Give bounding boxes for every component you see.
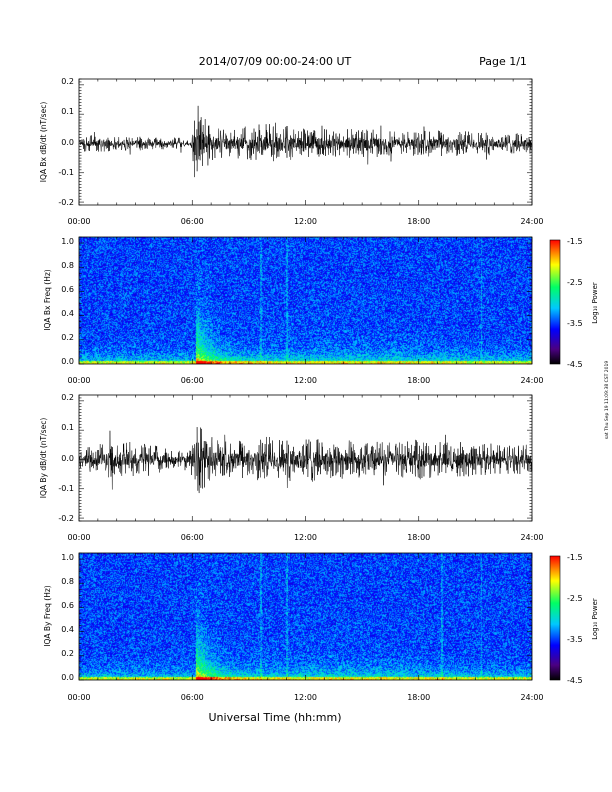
colorbar-bx-tick-1.5: -1.5	[567, 237, 583, 246]
bx-dbdt-ytick-0.0: 0.0	[61, 138, 74, 147]
bx-dbdt-xtick-18: 18:00	[407, 217, 430, 226]
colorbar-bx-tick-2.5: -2.5	[567, 278, 583, 287]
figure-title: 2014/07/09 00:00-24:00 UT	[199, 55, 352, 68]
bx-dbdt-trace	[78, 105, 533, 178]
bx-dbdt-ytick-0.1: 0.1	[61, 107, 74, 116]
bx-freq-ytick-1.0: 1.0	[61, 237, 74, 246]
by-dbdt-xtick-00: 00:00	[67, 533, 90, 542]
colorbar-by-ramp	[549, 555, 561, 681]
page-indicator: Page 1/1	[479, 55, 527, 68]
by-freq-xtick-00: 00:00	[67, 693, 90, 702]
bx-freq-xtick-06: 06:00	[181, 376, 204, 385]
colorbar-bx-ramp	[549, 239, 561, 365]
by-freq-ytick-0.8: 0.8	[61, 577, 74, 586]
by-dbdt-ytick-0.1: 0.1	[61, 423, 74, 432]
by-freq-ytick-0.4: 0.4	[61, 625, 74, 634]
dbdt-series-line	[78, 427, 533, 494]
by-dbdt-xtick-12: 12:00	[294, 533, 317, 542]
bx-dbdt-ytick-0.2: 0.2	[61, 77, 74, 86]
by-dbdt-xtick-06: 06:00	[181, 533, 204, 542]
by-dbdt-ticks	[78, 394, 533, 522]
bx-dbdt-xtick-06: 06:00	[181, 217, 204, 226]
bx-dbdt-xtick-00: 00:00	[67, 217, 90, 226]
bx-freq-xtick-00: 00:00	[67, 376, 90, 385]
colorbar-by-tick-1.5: -1.5	[567, 553, 583, 562]
bx-dbdt-xtick-24: 24:00	[520, 217, 543, 226]
by-dbdt-ylabel: IQA By dB/dt (nT/sec)	[39, 418, 48, 499]
panel-bx-spectrogram: 1.0 0.8 0.6 0.4 0.2 0.0 00:00 06:00 12:0…	[43, 236, 544, 385]
bx-dbdt-ytick-neg0.2: -0.2	[58, 198, 74, 207]
by-freq-xtick-06: 06:00	[181, 693, 204, 702]
by-dbdt-ytick-neg0.1: -0.1	[58, 484, 74, 493]
by-freq-ytick-0.6: 0.6	[61, 601, 74, 610]
by-freq-ylabel: IQA By Freq (Hz)	[43, 585, 52, 647]
x-axis-label: Universal Time (hh:mm)	[209, 711, 342, 724]
colorbar-by-tick-4.5: -4.5	[567, 676, 583, 685]
bx-dbdt-ylabel: IQA Bx dB/dt (nT/sec)	[39, 102, 48, 183]
colorbar-bx-tick-4.5: -4.5	[567, 360, 583, 369]
by-freq-ytick-0.2: 0.2	[61, 649, 74, 658]
colorbar-by: -1.5 -2.5 -3.5 -4.5 Log₁₀ Power	[549, 553, 599, 685]
bx-freq-ytick-0.8: 0.8	[61, 261, 74, 270]
bx-freq-xtick-18: 18:00	[407, 376, 430, 385]
by-spectrogram-heatmap	[79, 553, 532, 680]
panel-by-dbdt: 0.2 0.1 0.0 -0.1 -0.2 00:00 06:00 12:00 …	[39, 393, 544, 542]
by-freq-xtick-24: 24:00	[520, 693, 543, 702]
colorbar-bx-tick-3.5: -3.5	[567, 319, 583, 328]
by-freq-xtick-18: 18:00	[407, 693, 430, 702]
by-spectrogram-ticks	[78, 552, 533, 681]
colorbar-by-tick-2.5: -2.5	[567, 594, 583, 603]
by-freq-xtick-12: 12:00	[294, 693, 317, 702]
dbdt-series-line	[78, 105, 533, 178]
colorbar-by-label: Log₁₀ Power	[591, 598, 599, 640]
by-dbdt-ytick-0.2: 0.2	[61, 393, 74, 402]
by-dbdt-trace	[78, 427, 533, 494]
bx-dbdt-ytick-neg0.1: -0.1	[58, 168, 74, 177]
by-dbdt-ytick-neg0.2: -0.2	[58, 514, 74, 523]
bx-freq-xtick-24: 24:00	[520, 376, 543, 385]
by-dbdt-xtick-18: 18:00	[407, 533, 430, 542]
colorbar-by-tick-3.5: -3.5	[567, 635, 583, 644]
bx-freq-xtick-12: 12:00	[294, 376, 317, 385]
bx-spectrogram-heatmap	[79, 237, 532, 364]
colorbar-bx-label: Log₁₀ Power	[591, 282, 599, 324]
bx-freq-ytick-0.4: 0.4	[61, 309, 74, 318]
bx-freq-ytick-0.6: 0.6	[61, 285, 74, 294]
plot-timestamp-note: sat Thu Sep 19 11:09:38 CST 2019	[604, 361, 610, 440]
by-freq-ytick-1.0: 1.0	[61, 553, 74, 562]
by-dbdt-ytick-0.0: 0.0	[61, 454, 74, 463]
bx-dbdt-xtick-12: 12:00	[294, 217, 317, 226]
bx-dbdt-ticks	[78, 78, 533, 206]
bx-spectrogram-ticks	[78, 236, 533, 365]
bx-freq-ytick-0.2: 0.2	[61, 333, 74, 342]
by-dbdt-xtick-24: 24:00	[520, 533, 543, 542]
panel-bx-dbdt: 0.2 0.1 0.0 -0.1 -0.2 00:00 06:00 12:00 …	[39, 77, 544, 226]
colorbar-bx: -1.5 -2.5 -3.5 -4.5 Log₁₀ Power	[549, 237, 599, 369]
panel-by-spectrogram: 1.0 0.8 0.6 0.4 0.2 0.0 00:00 06:00 12:0…	[43, 552, 544, 702]
by-freq-ytick-0.0: 0.0	[61, 673, 74, 682]
bx-freq-ylabel: IQA Bx Freq (Hz)	[43, 269, 52, 331]
bx-freq-ytick-0.0: 0.0	[61, 357, 74, 366]
